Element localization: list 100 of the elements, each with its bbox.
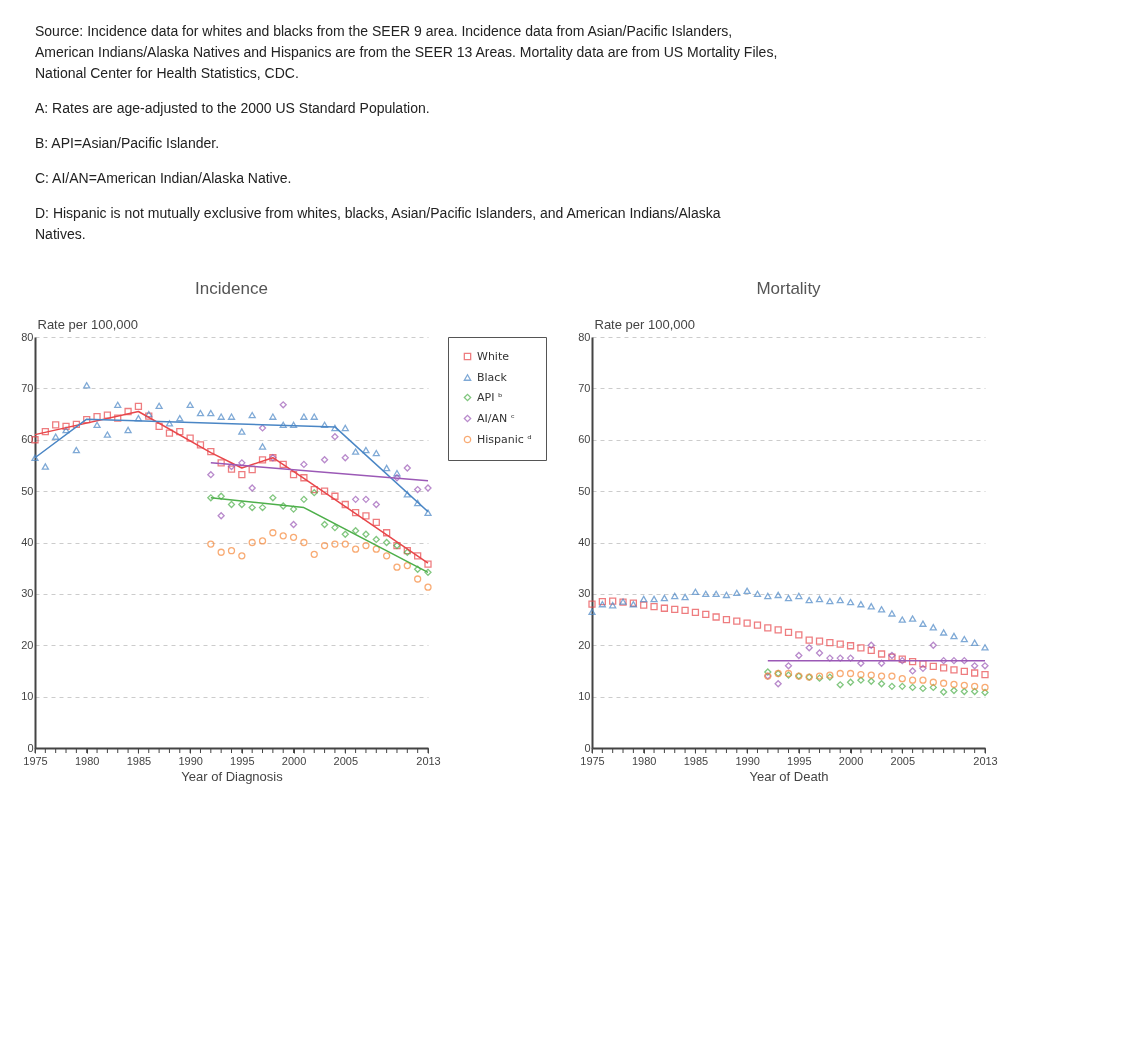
point	[702, 590, 710, 598]
point	[743, 587, 751, 595]
point	[609, 597, 617, 605]
point	[341, 424, 349, 432]
point	[681, 606, 689, 614]
point	[857, 659, 865, 667]
point	[331, 492, 339, 500]
point	[83, 416, 91, 424]
point	[960, 635, 968, 643]
x-tick-label: 2005	[890, 754, 916, 767]
point	[877, 680, 886, 688]
y-tick-label: 0	[584, 741, 591, 754]
point	[805, 636, 813, 644]
point	[981, 670, 989, 679]
point	[764, 624, 772, 632]
point	[269, 413, 277, 420]
point	[795, 592, 803, 600]
text: D: Hispanic is not mutually exclusive from whites, blacks, Asian/Pacific Islanders, and American Indians/Alaska Natives.	[35, 205, 721, 242]
point	[300, 538, 308, 547]
point	[826, 639, 834, 647]
point	[93, 412, 101, 421]
point	[857, 670, 865, 679]
chart-title: Incidence	[195, 279, 268, 298]
y-tick-label: 50	[578, 484, 591, 497]
point	[155, 402, 163, 410]
point	[258, 537, 267, 545]
point	[72, 446, 81, 454]
y-axis-title: Rate per 100,000	[594, 316, 695, 332]
point	[971, 662, 979, 670]
point	[857, 644, 865, 652]
y-axis-title: Rate per 100,000	[37, 316, 138, 332]
point	[981, 688, 989, 697]
point	[908, 615, 917, 622]
point	[227, 413, 236, 420]
point	[217, 459, 225, 467]
point	[62, 422, 70, 431]
point	[134, 402, 143, 411]
point	[248, 484, 256, 492]
y-tick-label: 10	[21, 690, 34, 703]
point	[764, 592, 772, 600]
point	[640, 595, 648, 603]
point	[186, 434, 194, 442]
point	[971, 682, 979, 690]
point	[393, 563, 401, 571]
point	[774, 591, 782, 599]
point	[981, 683, 989, 692]
point	[743, 619, 751, 627]
point	[836, 640, 844, 648]
point	[784, 628, 793, 637]
point	[331, 433, 339, 441]
point	[279, 532, 287, 540]
point	[382, 529, 391, 537]
point	[331, 523, 339, 532]
point	[41, 463, 49, 470]
point	[867, 671, 875, 679]
point	[289, 505, 298, 513]
y-tick-label: 40	[21, 536, 34, 548]
point	[588, 600, 596, 608]
point	[898, 616, 906, 623]
point	[877, 659, 886, 667]
x-tick-label: 1975	[580, 754, 605, 767]
point	[691, 608, 700, 617]
point	[919, 664, 927, 673]
point	[981, 662, 989, 670]
y-tick-label: 20	[21, 638, 34, 651]
point	[52, 421, 60, 429]
point	[176, 427, 184, 436]
point	[919, 620, 927, 627]
point	[207, 471, 215, 479]
point	[186, 401, 194, 409]
x-tick-label: 2013	[973, 754, 998, 767]
x-tick-label: 1990	[178, 754, 203, 767]
legend-label: White	[477, 349, 510, 363]
point	[888, 672, 896, 680]
point	[805, 596, 813, 604]
point	[258, 424, 267, 432]
point	[733, 617, 741, 625]
point	[640, 601, 648, 609]
point	[207, 540, 215, 548]
point	[981, 644, 989, 651]
point	[898, 675, 906, 683]
point	[815, 637, 824, 645]
point	[908, 676, 917, 684]
point	[196, 441, 205, 449]
point	[83, 382, 91, 389]
point	[722, 615, 731, 624]
point	[950, 632, 958, 640]
x-tick-label: 1985	[683, 754, 709, 767]
point	[702, 610, 710, 619]
point	[867, 646, 875, 655]
point	[300, 495, 308, 503]
point	[155, 422, 163, 431]
point	[207, 409, 215, 417]
point	[671, 592, 679, 600]
point	[238, 552, 246, 560]
point	[372, 500, 380, 509]
point	[919, 676, 927, 684]
point	[877, 650, 886, 658]
point	[950, 657, 958, 665]
point	[320, 487, 329, 495]
